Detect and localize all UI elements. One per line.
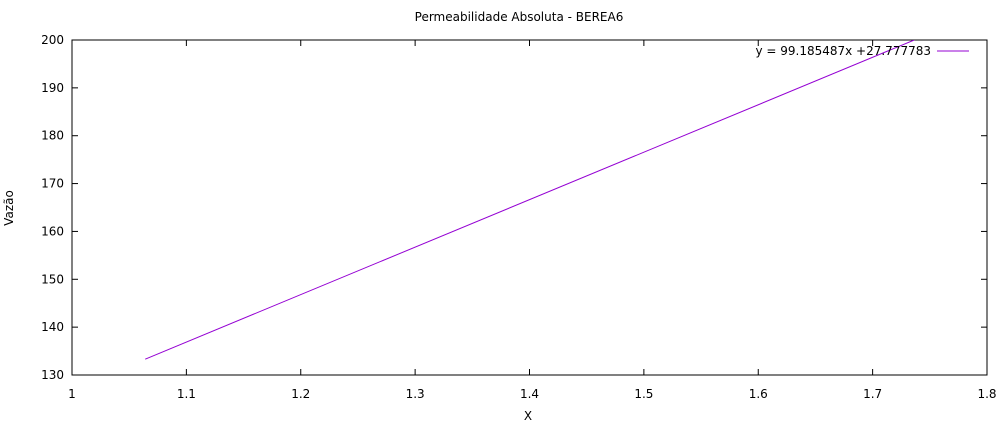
series-layer bbox=[145, 40, 915, 360]
x-tick-label: 1.7 bbox=[863, 387, 882, 401]
x-tick-label: 1.6 bbox=[749, 387, 768, 401]
y-tick-label: 140 bbox=[41, 320, 64, 334]
x-tick-label: 1.8 bbox=[977, 387, 996, 401]
chart-title: Permeabilidade Absoluta - BEREA6 bbox=[415, 10, 624, 24]
plot-frame bbox=[71, 39, 988, 376]
x-tick-label: 1.4 bbox=[520, 387, 539, 401]
y-tick-label: 170 bbox=[41, 177, 64, 191]
y-tick-label: 200 bbox=[41, 33, 64, 47]
x-axis: 1 1.1 1.2 1.3 1.4 1.5 1.6 1.7 1.8 bbox=[68, 40, 997, 401]
y-tick-label: 130 bbox=[41, 368, 64, 382]
y-axis-label: Vazão bbox=[2, 190, 16, 226]
y-axis: 130 140 150 160 170 180 190 200 bbox=[41, 33, 987, 382]
x-tick-label: 1.3 bbox=[406, 387, 425, 401]
y-tick-label: 150 bbox=[41, 272, 64, 286]
legend: y = 99.185487x +27.777783 bbox=[755, 44, 969, 58]
series-line bbox=[145, 40, 915, 360]
x-tick-label: 1.5 bbox=[634, 387, 653, 401]
legend-label: y = 99.185487x +27.777783 bbox=[755, 44, 931, 58]
x-axis-label: X bbox=[524, 409, 532, 423]
y-tick-label: 160 bbox=[41, 224, 64, 238]
x-tick-label: 1.1 bbox=[177, 387, 196, 401]
y-tick-label: 180 bbox=[41, 129, 64, 143]
x-tick-label: 1.2 bbox=[291, 387, 310, 401]
x-tick-label: 1 bbox=[68, 387, 76, 401]
y-tick-label: 190 bbox=[41, 81, 64, 95]
